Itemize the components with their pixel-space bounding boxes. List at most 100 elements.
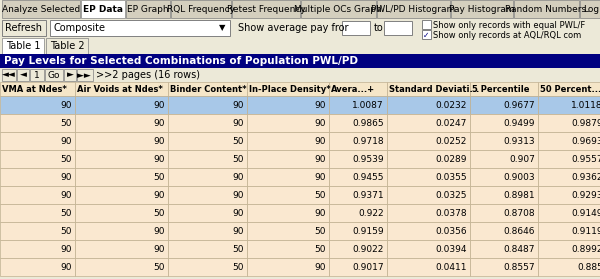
Text: 0.885: 0.885 xyxy=(577,263,600,271)
Text: 0.0394: 0.0394 xyxy=(436,244,467,254)
Text: Pay Levels for Selected Combinations of Population PWL/PD: Pay Levels for Selected Combinations of … xyxy=(4,56,358,66)
Text: 90: 90 xyxy=(154,100,165,109)
Text: 1.0118: 1.0118 xyxy=(571,100,600,109)
Text: >>2 pages (16 rows): >>2 pages (16 rows) xyxy=(96,70,200,80)
Text: EP Graph: EP Graph xyxy=(127,4,169,13)
Text: 50: 50 xyxy=(61,119,72,128)
Text: 50: 50 xyxy=(61,208,72,218)
Text: Pay Histogram: Pay Histogram xyxy=(449,4,515,13)
Text: 90: 90 xyxy=(61,100,72,109)
Text: 50: 50 xyxy=(154,172,165,182)
Text: Retest Frequency: Retest Frequency xyxy=(227,4,305,13)
Text: 0.9371: 0.9371 xyxy=(352,191,384,199)
Text: In-Place Density*: In-Place Density* xyxy=(249,85,331,93)
Text: 90: 90 xyxy=(314,155,326,163)
Text: ✓: ✓ xyxy=(423,30,429,40)
Text: 90: 90 xyxy=(154,191,165,199)
Text: 0.922: 0.922 xyxy=(358,208,384,218)
Text: Multiple OCs Graph: Multiple OCs Graph xyxy=(294,4,382,13)
Text: 90: 90 xyxy=(61,136,72,146)
Text: 0.0356: 0.0356 xyxy=(436,227,467,235)
Text: 50: 50 xyxy=(314,244,326,254)
Text: Random Numbers: Random Numbers xyxy=(505,4,587,13)
Text: 90: 90 xyxy=(233,208,244,218)
Text: 50: 50 xyxy=(154,208,165,218)
Text: 0.9119: 0.9119 xyxy=(571,227,600,235)
Text: 90: 90 xyxy=(61,244,72,254)
Text: Air Voids at Ndes*: Air Voids at Ndes* xyxy=(77,85,163,93)
Text: Standard Deviati...: Standard Deviati... xyxy=(389,85,479,93)
Text: 0.9865: 0.9865 xyxy=(352,119,384,128)
Text: 0.0289: 0.0289 xyxy=(436,155,467,163)
Text: EP Data: EP Data xyxy=(83,4,123,13)
Text: 90: 90 xyxy=(154,119,165,128)
Text: ►►: ►► xyxy=(77,71,94,80)
Text: 90: 90 xyxy=(233,227,244,235)
Text: 90: 90 xyxy=(233,119,244,128)
Text: 0.0232: 0.0232 xyxy=(436,100,467,109)
Text: 0.0252: 0.0252 xyxy=(436,136,467,146)
Text: 0.9293: 0.9293 xyxy=(571,191,600,199)
Text: Composite: Composite xyxy=(54,23,106,33)
Text: Refresh: Refresh xyxy=(5,23,43,33)
Text: 0.0411: 0.0411 xyxy=(436,263,467,271)
Text: 50: 50 xyxy=(314,191,326,199)
Text: 0.9017: 0.9017 xyxy=(352,263,384,271)
Text: 50: 50 xyxy=(61,227,72,235)
Text: 0.9149: 0.9149 xyxy=(571,208,600,218)
Text: 0.0378: 0.0378 xyxy=(436,208,467,218)
Text: 90: 90 xyxy=(314,263,326,271)
Text: 90: 90 xyxy=(154,136,165,146)
Text: 0.907: 0.907 xyxy=(509,155,535,163)
Text: 50: 50 xyxy=(233,136,244,146)
Text: 1: 1 xyxy=(34,71,40,80)
Text: 0.9362: 0.9362 xyxy=(571,172,600,182)
Text: 90: 90 xyxy=(61,172,72,182)
Text: to: to xyxy=(374,23,384,33)
Text: 0.9499: 0.9499 xyxy=(503,119,535,128)
Text: 50: 50 xyxy=(233,155,244,163)
Text: 0.9455: 0.9455 xyxy=(353,172,384,182)
Text: 0.9693: 0.9693 xyxy=(571,136,600,146)
Text: 0.0247: 0.0247 xyxy=(436,119,467,128)
Text: 90: 90 xyxy=(314,100,326,109)
Text: 0.9313: 0.9313 xyxy=(503,136,535,146)
Text: 1.0087: 1.0087 xyxy=(352,100,384,109)
Text: 0.9539: 0.9539 xyxy=(352,155,384,163)
Text: 0.8646: 0.8646 xyxy=(503,227,535,235)
Text: 50: 50 xyxy=(154,263,165,271)
Text: 90: 90 xyxy=(314,172,326,182)
Text: 90: 90 xyxy=(233,172,244,182)
Text: 50: 50 xyxy=(314,227,326,235)
Text: 0.9159: 0.9159 xyxy=(352,227,384,235)
Text: 90: 90 xyxy=(314,119,326,128)
Text: 90: 90 xyxy=(61,191,72,199)
Text: RQL Frequency: RQL Frequency xyxy=(167,4,235,13)
Text: 0.8708: 0.8708 xyxy=(503,208,535,218)
Text: Table 1: Table 1 xyxy=(6,41,40,51)
Text: Go: Go xyxy=(48,71,60,80)
Text: Analyze Selected: Analyze Selected xyxy=(2,4,80,13)
Text: 0.9718: 0.9718 xyxy=(352,136,384,146)
Text: 90: 90 xyxy=(154,155,165,163)
Text: ▼: ▼ xyxy=(219,23,225,32)
Text: Log: Log xyxy=(583,4,599,13)
Text: 0.8981: 0.8981 xyxy=(503,191,535,199)
Text: 90: 90 xyxy=(233,100,244,109)
Text: 0.0355: 0.0355 xyxy=(436,172,467,182)
Text: 0.9022: 0.9022 xyxy=(353,244,384,254)
Text: 50: 50 xyxy=(233,263,244,271)
Text: ◄: ◄ xyxy=(20,71,26,80)
Text: Table 2: Table 2 xyxy=(50,41,85,51)
Text: 0.9003: 0.9003 xyxy=(503,172,535,182)
Text: 90: 90 xyxy=(233,191,244,199)
Text: 0.9879: 0.9879 xyxy=(571,119,600,128)
Text: 50: 50 xyxy=(233,244,244,254)
Text: 0.8992: 0.8992 xyxy=(571,244,600,254)
Text: 90: 90 xyxy=(314,136,326,146)
Text: 90: 90 xyxy=(154,227,165,235)
Text: PWL/PD Histogram: PWL/PD Histogram xyxy=(371,4,455,13)
Text: 90: 90 xyxy=(154,244,165,254)
Text: 0.8487: 0.8487 xyxy=(503,244,535,254)
Text: Avera...+: Avera...+ xyxy=(331,85,375,93)
